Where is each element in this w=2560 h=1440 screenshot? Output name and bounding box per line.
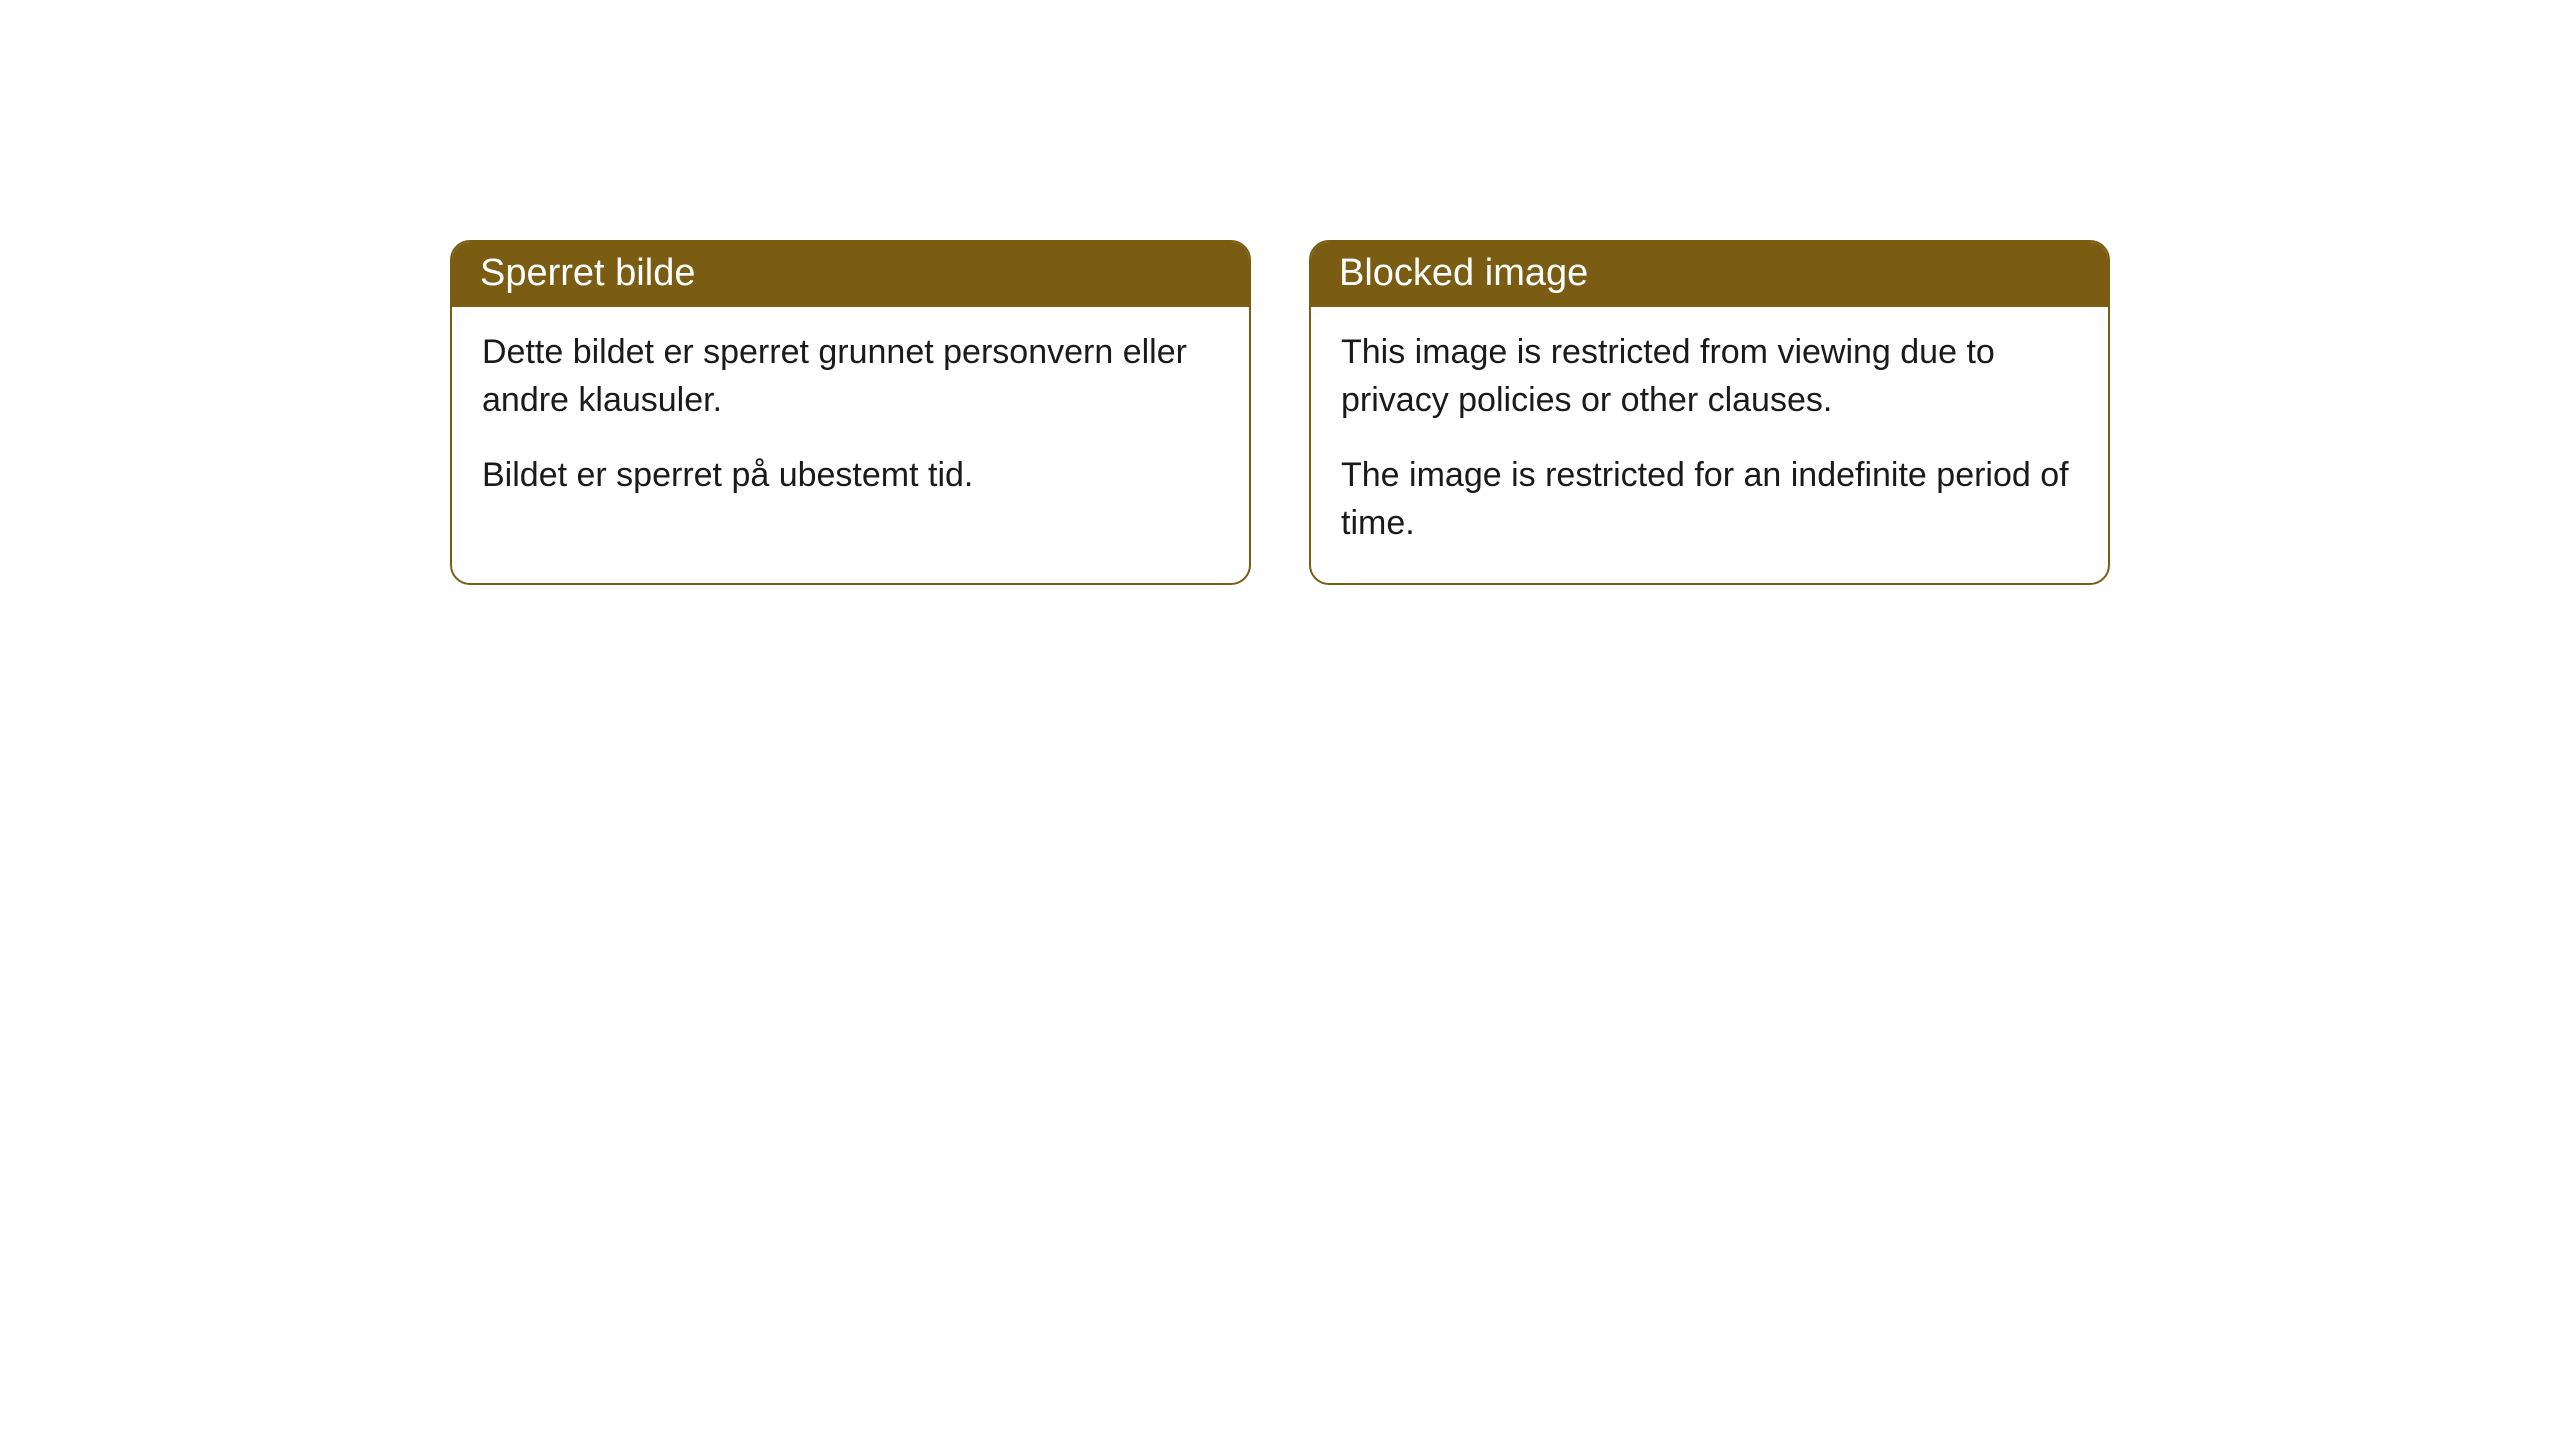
card-paragraph-2-norwegian: Bildet er sperret på ubestemt tid.	[482, 452, 1219, 500]
card-title-english: Blocked image	[1311, 242, 2108, 307]
card-paragraph-1-norwegian: Dette bildet er sperret grunnet personve…	[482, 329, 1219, 424]
card-body-english: This image is restricted from viewing du…	[1311, 307, 2108, 583]
blocked-image-card-english: Blocked image This image is restricted f…	[1309, 240, 2110, 585]
card-paragraph-1-english: This image is restricted from viewing du…	[1341, 329, 2078, 424]
notice-cards-container: Sperret bilde Dette bildet er sperret gr…	[450, 240, 2110, 585]
blocked-image-card-norwegian: Sperret bilde Dette bildet er sperret gr…	[450, 240, 1251, 585]
card-paragraph-2-english: The image is restricted for an indefinit…	[1341, 452, 2078, 547]
card-title-norwegian: Sperret bilde	[452, 242, 1249, 307]
card-body-norwegian: Dette bildet er sperret grunnet personve…	[452, 307, 1249, 536]
